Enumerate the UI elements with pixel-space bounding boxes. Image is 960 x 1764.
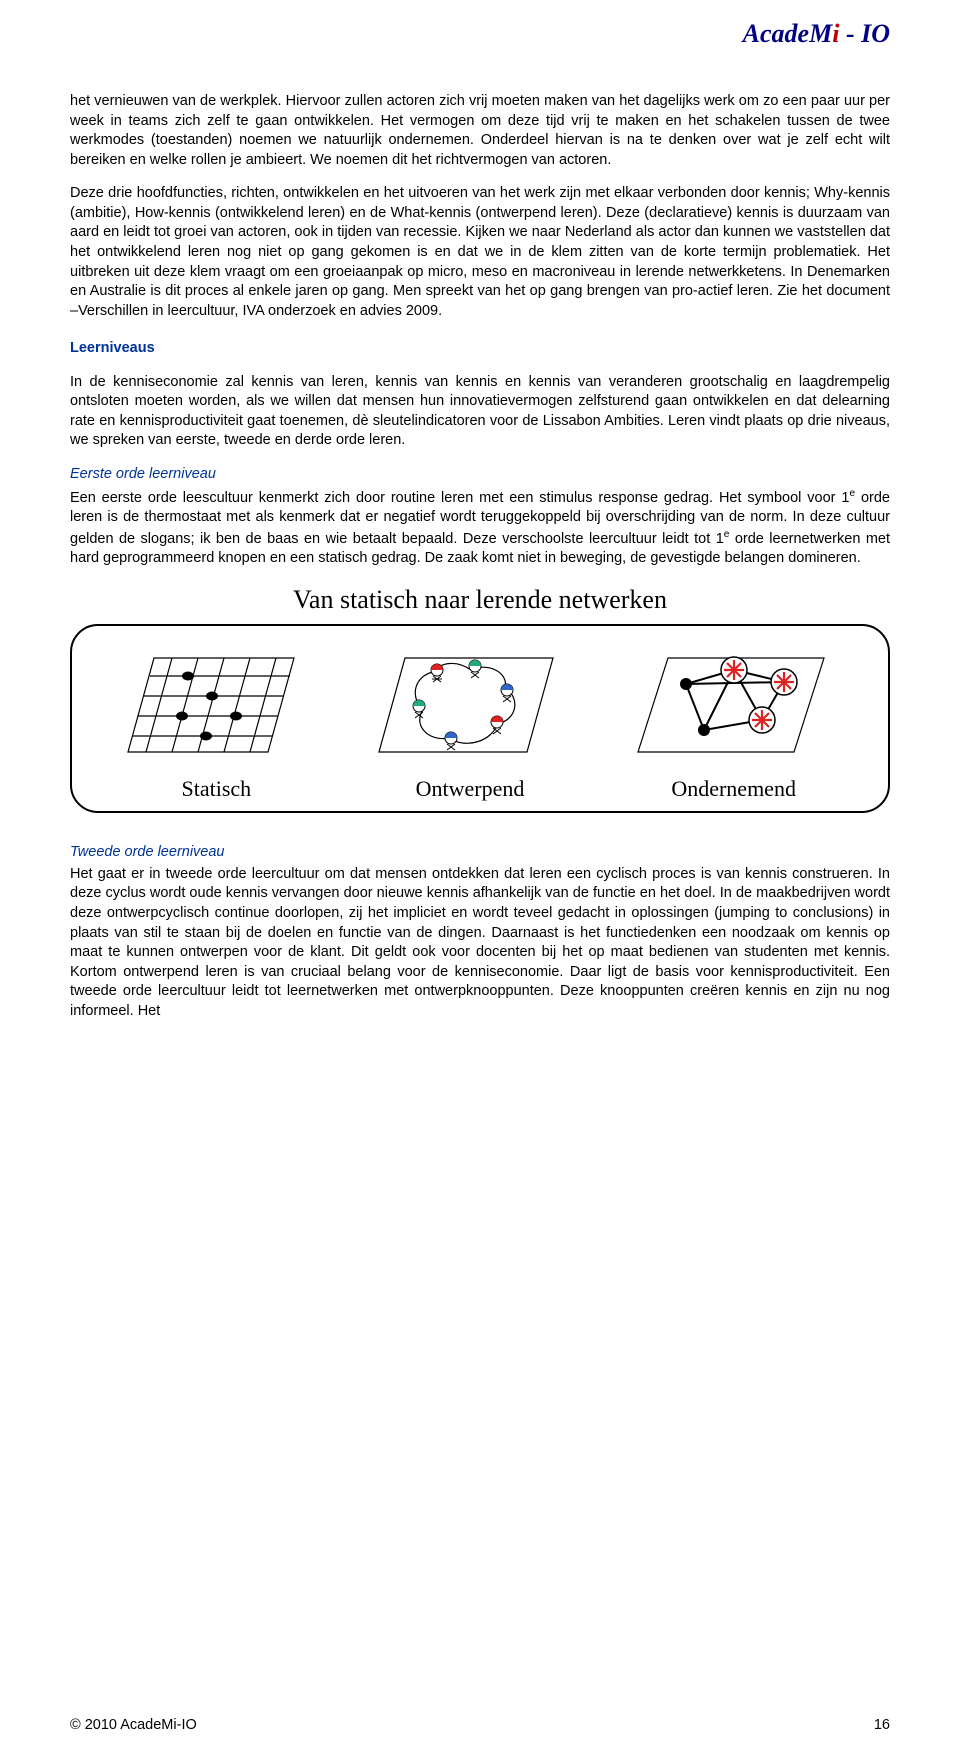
label-statisch: Statisch	[126, 774, 306, 804]
ontwerpend-icon	[375, 640, 565, 770]
footer-copyright: © 2010 AcadeMi-IO	[70, 1716, 197, 1736]
page-footer: © 2010 AcadeMi-IO 16	[70, 1716, 890, 1736]
paragraph-tweede-orde: Het gaat er in tweede orde leercultuur o…	[70, 865, 890, 1022]
brand-logo: AcadeMi - IO	[743, 16, 890, 51]
p4-part-a: Een eerste orde leescultuur kenmerkt zic…	[70, 489, 849, 505]
paragraph-leerniveaus: In de kenniseconomie zal kennis van lere…	[70, 373, 890, 451]
diagram-title: Van statisch naar lerende netwerken	[70, 582, 890, 617]
logo-prefix: AcadeM	[743, 19, 833, 48]
footer-page-number: 16	[874, 1716, 890, 1736]
label-ontwerpend: Ontwerpend	[375, 774, 565, 804]
label-ondernemend: Ondernemend	[634, 774, 834, 804]
paragraph-intro-1: het vernieuwen van de werkplek. Hiervoor…	[70, 92, 890, 170]
subheading-eerste-orde: Eerste orde leerniveau	[70, 465, 890, 485]
paragraph-eerste-orde: Een eerste orde leescultuur kenmerkt zic…	[70, 487, 890, 569]
subheading-tweede-orde: Tweede orde leerniveau	[70, 843, 890, 863]
heading-leerniveaus: Leerniveaus	[70, 339, 890, 359]
panel-statisch: Statisch	[126, 640, 306, 804]
network-diagram: Van statisch naar lerende netwerken	[70, 582, 890, 813]
ondernemend-icon	[634, 640, 834, 770]
logo-suffix: - IO	[839, 19, 890, 48]
panel-ondernemend: Ondernemend	[634, 640, 834, 804]
paragraph-intro-2: Deze drie hoofdfuncties, richten, ontwik…	[70, 184, 890, 321]
diagram-container: Statisch	[70, 624, 890, 814]
statisch-icon	[126, 640, 306, 770]
page-content: het vernieuwen van de werkplek. Hiervoor…	[70, 92, 890, 1021]
panel-ontwerpend: Ontwerpend	[375, 640, 565, 804]
